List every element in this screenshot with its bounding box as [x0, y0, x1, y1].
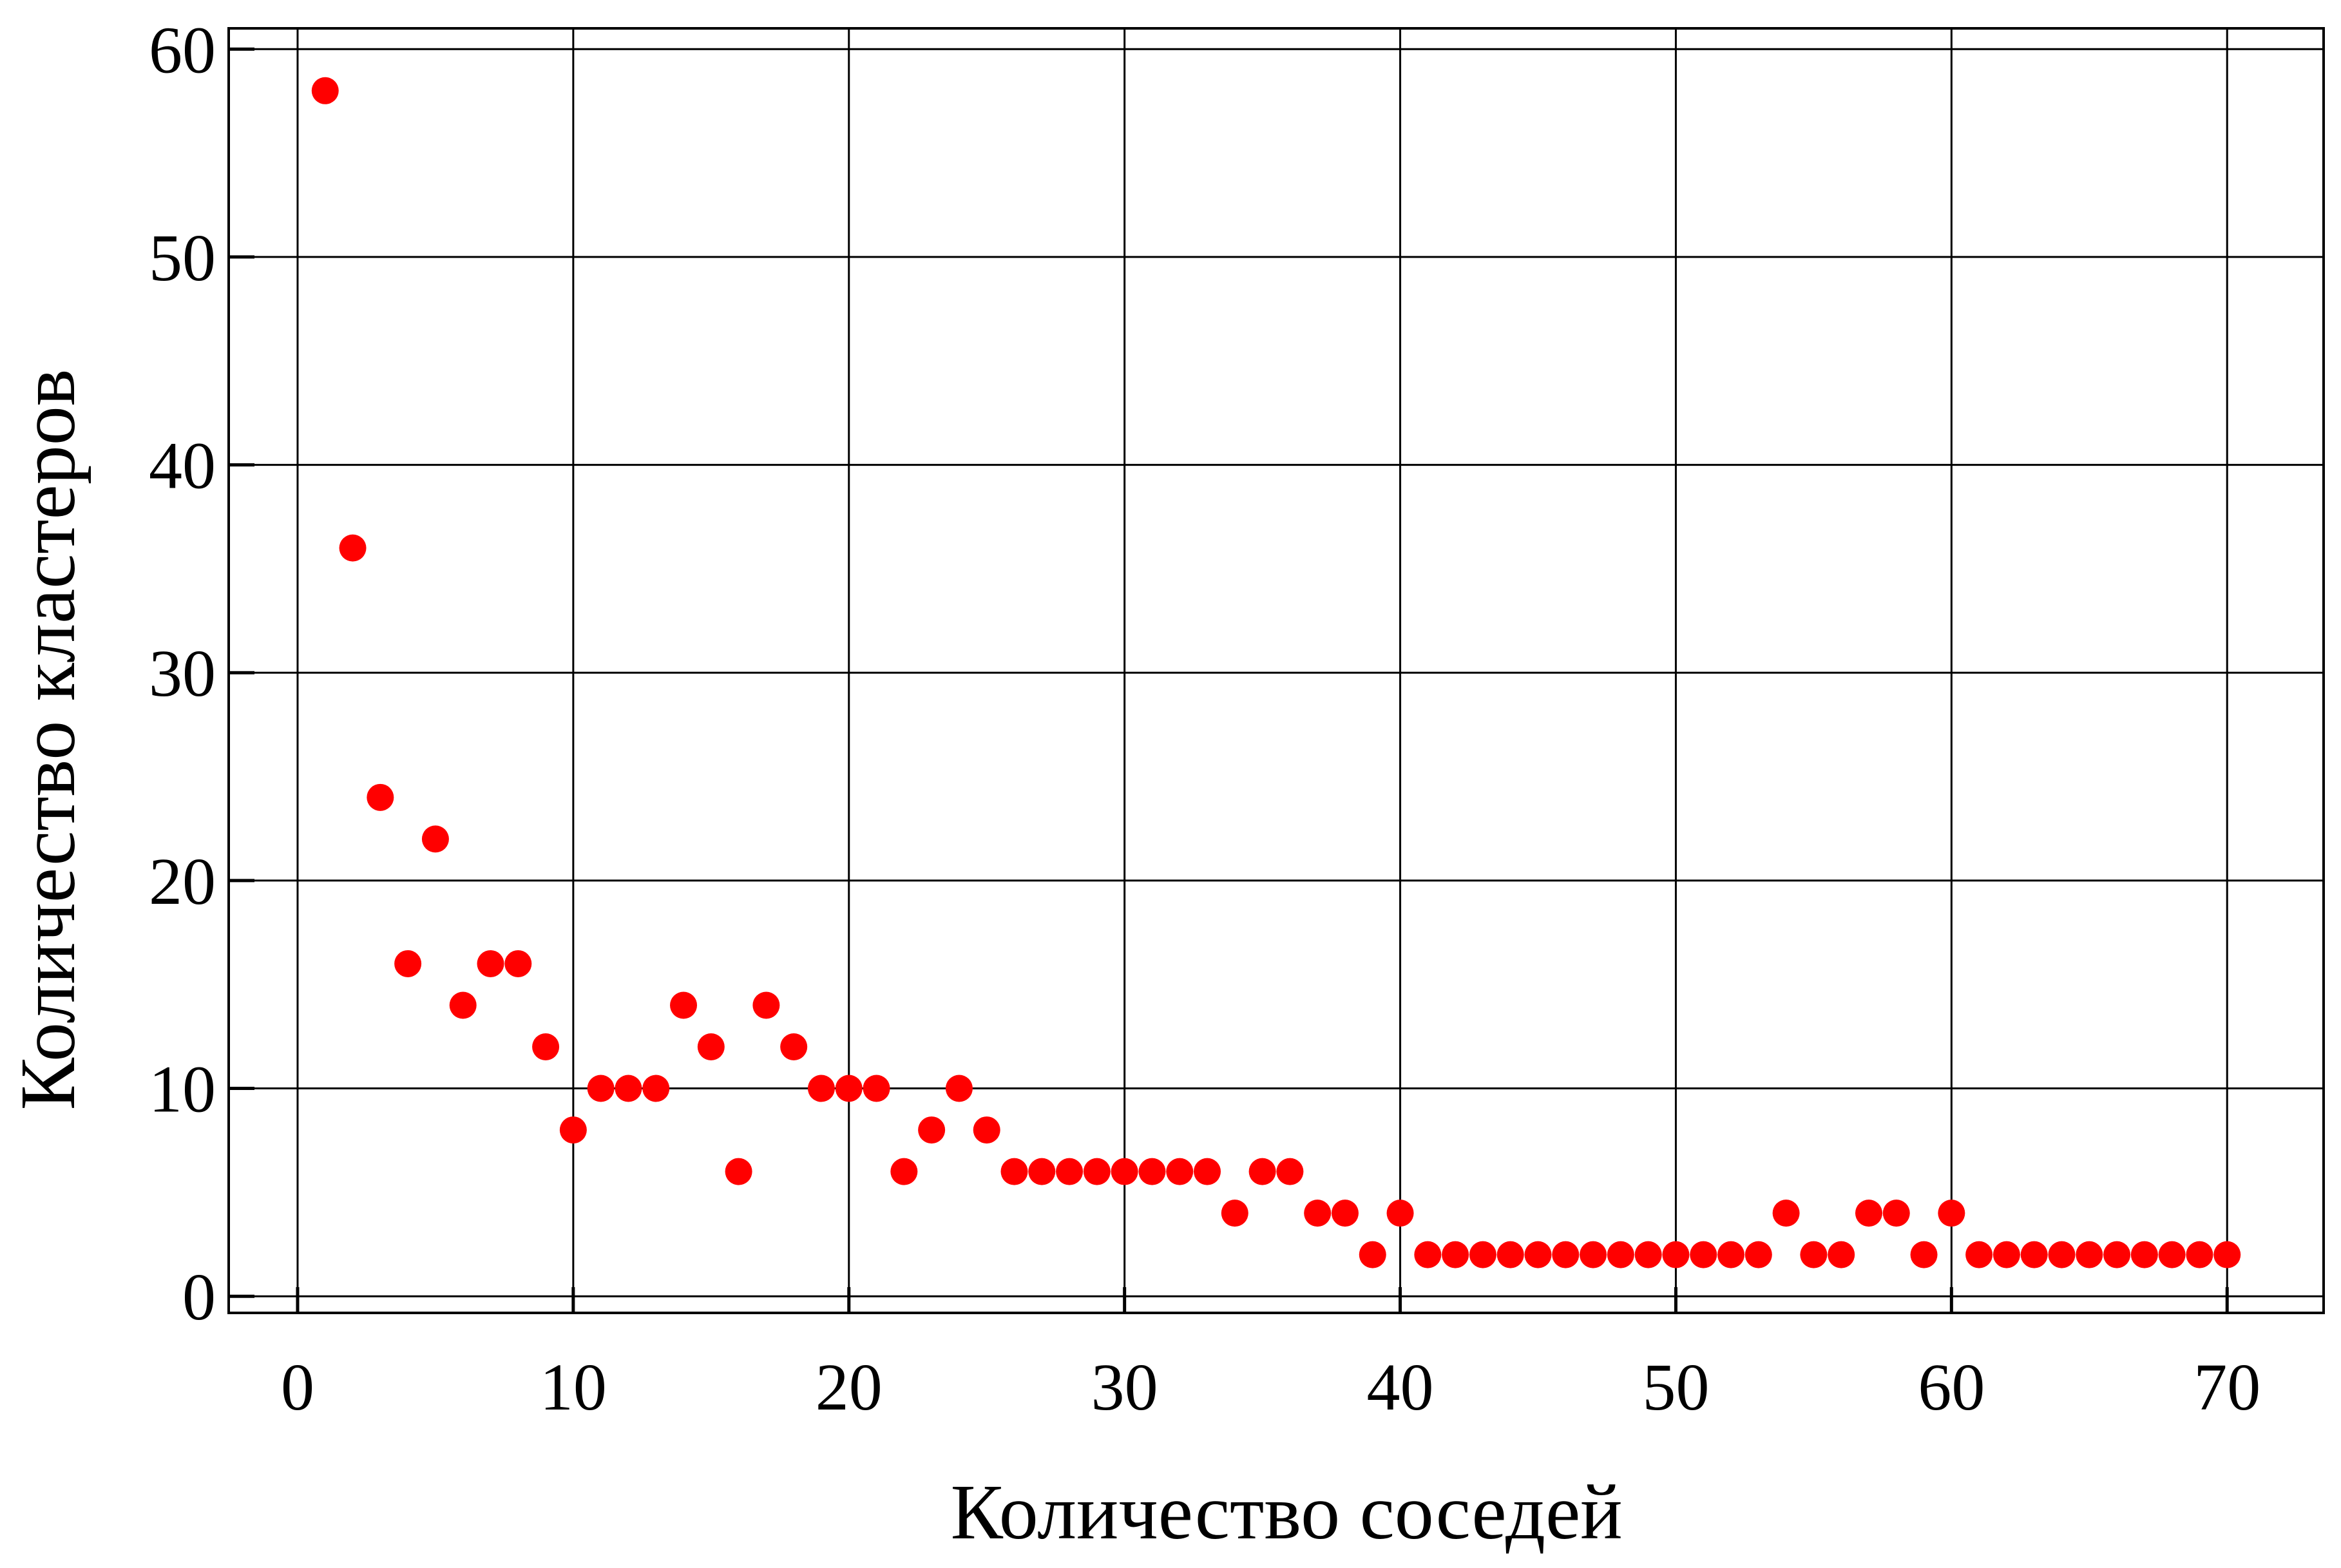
data-point — [1828, 1241, 1855, 1268]
y-tick-label: 40 — [149, 429, 216, 503]
data-point — [1276, 1158, 1304, 1185]
x-tick-labels: 0 10 20 30 40 50 60 70 — [281, 1350, 2260, 1424]
y-tick-label: 0 — [182, 1260, 216, 1334]
data-point — [1634, 1241, 1662, 1268]
data-point — [918, 1116, 946, 1144]
data-point — [1166, 1158, 1194, 1185]
data-point — [973, 1116, 1000, 1144]
data-point — [532, 1033, 560, 1061]
data-point — [477, 950, 504, 977]
data-point — [2130, 1241, 2158, 1268]
data-point — [1248, 1158, 1276, 1185]
data-point — [1469, 1241, 1496, 1268]
data-point — [339, 534, 367, 562]
data-point — [449, 991, 477, 1019]
data-point — [1552, 1241, 1580, 1268]
data-point — [863, 1075, 890, 1102]
data-point — [1111, 1158, 1138, 1185]
x-tick-label: 0 — [281, 1350, 314, 1424]
y-tick-label: 20 — [149, 845, 216, 919]
data-point — [504, 950, 532, 977]
data-point — [2103, 1241, 2131, 1268]
data-point — [1359, 1241, 1386, 1268]
x-tick-label: 20 — [816, 1350, 883, 1424]
data-point — [1607, 1241, 1634, 1268]
data-point — [1524, 1241, 1552, 1268]
x-tick-label: 60 — [1918, 1350, 1985, 1424]
data-point — [1744, 1241, 1772, 1268]
y-tick-label: 10 — [149, 1053, 216, 1127]
data-point — [2076, 1241, 2103, 1268]
data-point — [394, 950, 422, 977]
data-point — [2020, 1241, 2048, 1268]
x-axis-title: Количество соседей — [950, 1469, 1622, 1556]
data-point — [1690, 1241, 1717, 1268]
data-point — [1056, 1158, 1084, 1185]
data-point — [752, 991, 780, 1019]
data-point — [945, 1075, 973, 1102]
data-point — [1386, 1200, 1414, 1227]
data-point — [890, 1158, 918, 1185]
data-point — [1662, 1241, 1690, 1268]
data-point — [367, 783, 394, 811]
data-point — [1800, 1241, 1828, 1268]
axis-ticks — [229, 47, 2229, 1313]
data-point — [697, 1033, 725, 1061]
data-point — [2213, 1241, 2241, 1268]
data-point — [1580, 1241, 1607, 1268]
x-tick-label: 30 — [1091, 1350, 1158, 1424]
data-point — [1028, 1158, 1056, 1185]
data-point — [1717, 1241, 1745, 1268]
y-tick-label: 50 — [149, 221, 216, 295]
data-point — [642, 1075, 670, 1102]
x-tick-label: 50 — [1642, 1350, 1709, 1424]
data-points — [311, 77, 2241, 1268]
data-point — [1772, 1200, 1800, 1227]
data-point — [835, 1075, 863, 1102]
data-point — [1083, 1158, 1111, 1185]
y-tick-label: 60 — [149, 13, 216, 87]
data-point — [1442, 1241, 1469, 1268]
y-axis-title: Количество кластеров — [5, 369, 91, 1111]
data-point — [1221, 1200, 1248, 1227]
data-point — [1414, 1241, 1442, 1268]
data-point — [1304, 1200, 1332, 1227]
grid — [229, 28, 2324, 1313]
data-point — [1138, 1158, 1166, 1185]
data-point — [780, 1033, 808, 1061]
data-point — [670, 991, 698, 1019]
y-tick-labels: 0 10 20 30 40 50 60 — [149, 13, 216, 1334]
x-tick-label: 10 — [540, 1350, 607, 1424]
data-point — [1855, 1200, 1882, 1227]
y-tick-label: 30 — [149, 636, 216, 711]
data-point — [1882, 1200, 1910, 1227]
data-point — [1965, 1241, 1993, 1268]
data-point — [559, 1116, 587, 1144]
data-point — [2158, 1241, 2186, 1268]
data-point — [1992, 1241, 2020, 1268]
data-point — [1331, 1200, 1359, 1227]
data-point — [807, 1075, 835, 1102]
data-point — [1910, 1241, 1938, 1268]
x-tick-label: 40 — [1367, 1350, 1434, 1424]
data-point — [421, 825, 449, 853]
data-point — [615, 1075, 642, 1102]
data-point — [1496, 1241, 1524, 1268]
data-point — [725, 1158, 752, 1185]
plot-frame — [227, 27, 2325, 1314]
data-point — [1194, 1158, 1221, 1185]
data-point — [587, 1075, 615, 1102]
data-point — [311, 77, 339, 104]
data-point — [2186, 1241, 2213, 1268]
x-tick-label: 70 — [2193, 1350, 2260, 1424]
data-point — [1938, 1200, 1965, 1227]
data-point — [2048, 1241, 2076, 1268]
data-point — [1000, 1158, 1028, 1185]
